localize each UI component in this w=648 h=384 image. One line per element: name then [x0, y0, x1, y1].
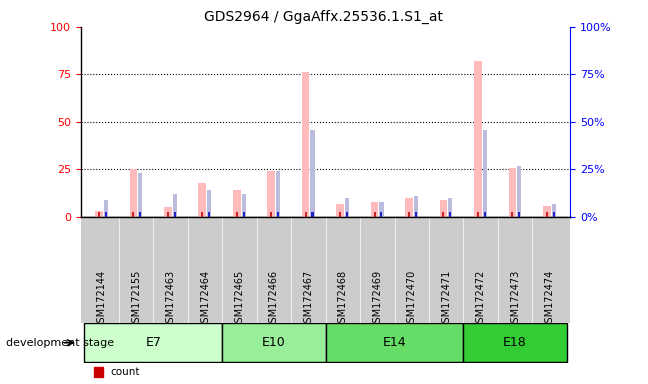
- Bar: [202, 212, 203, 217]
- Bar: [477, 212, 479, 217]
- Text: E10: E10: [262, 336, 286, 349]
- Bar: [242, 212, 245, 217]
- Bar: [443, 212, 445, 217]
- Bar: [130, 169, 137, 217]
- Bar: [345, 198, 349, 217]
- Bar: [553, 212, 555, 217]
- Bar: [98, 212, 100, 217]
- Text: E7: E7: [145, 336, 161, 349]
- Bar: [270, 212, 272, 217]
- Bar: [174, 212, 176, 217]
- Bar: [172, 194, 177, 217]
- Bar: [105, 212, 107, 217]
- Bar: [95, 211, 102, 217]
- Bar: [302, 73, 310, 217]
- Bar: [373, 212, 376, 217]
- Bar: [139, 212, 141, 217]
- Bar: [207, 190, 211, 217]
- Bar: [551, 204, 556, 217]
- Bar: [414, 196, 418, 217]
- Bar: [346, 212, 348, 217]
- Text: E18: E18: [503, 336, 527, 349]
- Bar: [198, 183, 206, 217]
- Text: development stage: development stage: [6, 338, 115, 348]
- Bar: [242, 194, 246, 217]
- Bar: [379, 202, 384, 217]
- Bar: [277, 212, 279, 217]
- Bar: [483, 129, 487, 217]
- Bar: [518, 212, 520, 217]
- Bar: [164, 207, 172, 217]
- Bar: [371, 202, 378, 217]
- Text: E14: E14: [383, 336, 406, 349]
- Bar: [268, 171, 275, 217]
- Bar: [222, 323, 325, 362]
- Bar: [415, 212, 417, 217]
- Bar: [484, 212, 486, 217]
- Bar: [167, 212, 169, 217]
- Bar: [543, 205, 551, 217]
- Bar: [84, 323, 222, 362]
- Bar: [138, 173, 143, 217]
- Bar: [463, 323, 567, 362]
- Bar: [233, 190, 240, 217]
- Bar: [380, 212, 382, 217]
- Bar: [408, 212, 410, 217]
- Bar: [405, 198, 413, 217]
- Bar: [312, 212, 314, 217]
- Bar: [104, 200, 108, 217]
- Bar: [339, 212, 341, 217]
- Bar: [439, 200, 447, 217]
- Bar: [336, 204, 344, 217]
- Bar: [448, 198, 452, 217]
- Text: GDS2964 / GgaAffx.25536.1.S1_at: GDS2964 / GgaAffx.25536.1.S1_at: [205, 10, 443, 24]
- Bar: [509, 167, 516, 217]
- Bar: [132, 212, 134, 217]
- Bar: [546, 212, 548, 217]
- Text: count: count: [110, 367, 140, 377]
- Bar: [305, 212, 307, 217]
- Bar: [208, 212, 210, 217]
- Bar: [511, 212, 513, 217]
- Bar: [474, 61, 481, 217]
- Bar: [517, 166, 521, 217]
- Bar: [449, 212, 452, 217]
- Bar: [236, 212, 238, 217]
- Bar: [310, 129, 314, 217]
- Bar: [325, 323, 463, 362]
- Bar: [276, 171, 280, 217]
